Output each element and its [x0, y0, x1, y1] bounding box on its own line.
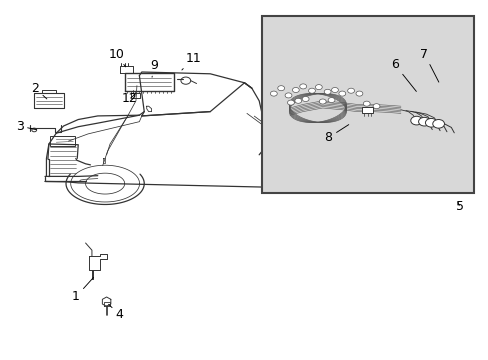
Circle shape — [331, 87, 338, 93]
Circle shape — [432, 120, 444, 128]
Circle shape — [277, 86, 284, 91]
Circle shape — [327, 98, 334, 103]
Bar — [261, 16, 473, 193]
Circle shape — [32, 128, 37, 132]
Circle shape — [181, 77, 190, 84]
Text: 3: 3 — [16, 120, 36, 132]
Circle shape — [285, 93, 291, 98]
Circle shape — [287, 100, 294, 105]
Text: 4: 4 — [108, 304, 123, 321]
Text: 11: 11 — [182, 52, 201, 70]
Circle shape — [418, 117, 429, 126]
Circle shape — [363, 101, 369, 106]
Circle shape — [299, 84, 306, 89]
Circle shape — [410, 116, 422, 125]
Circle shape — [425, 118, 436, 127]
Text: 12: 12 — [122, 93, 137, 105]
Circle shape — [355, 91, 362, 96]
Circle shape — [347, 88, 354, 93]
Circle shape — [319, 99, 325, 104]
Circle shape — [372, 104, 379, 109]
Text: 6: 6 — [390, 58, 415, 91]
Circle shape — [315, 85, 322, 90]
Text: 1: 1 — [72, 278, 93, 303]
Circle shape — [270, 91, 277, 96]
Text: 2: 2 — [31, 82, 47, 99]
Text: 9: 9 — [150, 59, 158, 77]
Text: 10: 10 — [108, 48, 125, 67]
Circle shape — [324, 89, 330, 94]
Text: 8: 8 — [324, 125, 348, 144]
FancyBboxPatch shape — [50, 136, 75, 146]
Text: 7: 7 — [420, 48, 438, 82]
Circle shape — [302, 96, 308, 102]
Bar — [261, 16, 473, 193]
Circle shape — [292, 87, 299, 93]
Circle shape — [308, 88, 315, 93]
Circle shape — [294, 98, 301, 103]
Text: 5: 5 — [455, 201, 463, 213]
Circle shape — [338, 91, 345, 96]
Bar — [361, 107, 372, 113]
